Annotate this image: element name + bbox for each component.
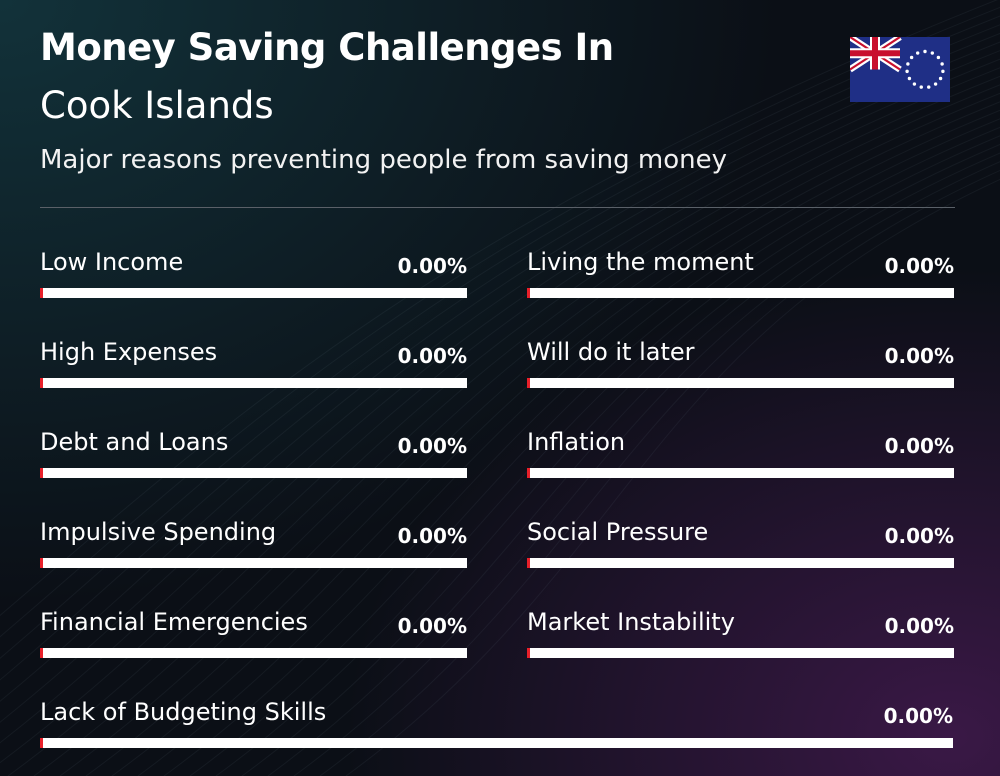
challenge-item-impulsive-spending: Impulsive Spending 0.00% <box>40 518 467 570</box>
challenge-bar-track <box>40 738 953 748</box>
header-divider <box>40 207 955 208</box>
challenge-item-will-do-it-later: Will do it later 0.00% <box>527 338 954 390</box>
challenge-label: Financial Emergencies <box>40 608 308 636</box>
challenge-label: Low Income <box>40 248 184 276</box>
challenge-item-high-expenses: High Expenses 0.00% <box>40 338 467 390</box>
challenge-bar-social-pressure <box>527 558 530 568</box>
challenge-item-social-pressure: Social Pressure 0.00% <box>527 518 954 570</box>
challenge-label: Lack of Budgeting Skills <box>40 698 327 726</box>
challenge-item-low-income: Low Income 0.00% <box>40 248 467 300</box>
challenge-value-label: 0.00% <box>884 254 954 278</box>
challenge-bar-inflation <box>527 468 530 478</box>
cook-islands-flag-icon <box>850 37 950 102</box>
challenge-bar-high-expenses <box>40 378 43 388</box>
challenge-bar-track <box>527 648 954 658</box>
challenge-bar-market-instability <box>527 648 530 658</box>
challenge-label: Inflation <box>527 428 626 456</box>
challenge-bar-track <box>527 288 954 298</box>
challenge-bar-impulsive-spending <box>40 558 43 568</box>
challenge-item-debt-and-loans: Debt and Loans 0.00% <box>40 428 467 480</box>
challenge-bar-track <box>527 468 954 478</box>
challenge-bar-lack-of-budgeting-skills <box>40 738 43 748</box>
page-subtitle: Major reasons preventing people from sav… <box>40 145 727 175</box>
challenge-value-label: 0.00% <box>397 524 467 548</box>
challenge-bar-low-income <box>40 288 43 298</box>
challenge-label: Market Instability <box>527 608 735 636</box>
challenge-bar-track <box>527 558 954 568</box>
challenge-label: Social Pressure <box>527 518 709 546</box>
page-title: Money Saving Challenges In <box>40 26 614 69</box>
challenge-bar-track <box>40 288 467 298</box>
challenge-bar-financial-emergencies <box>40 648 43 658</box>
challenge-label: Impulsive Spending <box>40 518 277 546</box>
page-title-country: Cook Islands <box>40 84 274 127</box>
challenge-bar-will-do-it-later <box>527 378 530 388</box>
challenge-value-label: 0.00% <box>397 434 467 458</box>
challenge-bar-debt-and-loans <box>40 468 43 478</box>
challenge-bar-track <box>527 378 954 388</box>
challenge-label: High Expenses <box>40 338 218 366</box>
challenge-value-label: 0.00% <box>883 704 953 728</box>
challenge-bar-living-the-moment <box>527 288 530 298</box>
challenge-bar-track <box>40 558 467 568</box>
challenge-value-label: 0.00% <box>397 254 467 278</box>
challenge-value-label: 0.00% <box>397 614 467 638</box>
challenge-item-market-instability: Market Instability 0.00% <box>527 608 954 660</box>
challenge-bar-track <box>40 648 467 658</box>
challenge-label: Debt and Loans <box>40 428 229 456</box>
challenge-item-living-the-moment: Living the moment 0.00% <box>527 248 954 300</box>
challenge-bar-track <box>40 378 467 388</box>
challenge-value-label: 0.00% <box>884 524 954 548</box>
challenge-value-label: 0.00% <box>884 344 954 368</box>
challenge-item-lack-of-budgeting-skills: Lack of Budgeting Skills 0.00% <box>40 698 953 750</box>
challenge-label: Will do it later <box>527 338 695 366</box>
challenge-item-financial-emergencies: Financial Emergencies 0.00% <box>40 608 467 660</box>
challenge-item-inflation: Inflation 0.00% <box>527 428 954 480</box>
challenge-value-label: 0.00% <box>884 434 954 458</box>
challenge-label: Living the moment <box>527 248 754 276</box>
challenge-value-label: 0.00% <box>397 344 467 368</box>
challenge-value-label: 0.00% <box>884 614 954 638</box>
challenge-bar-track <box>40 468 467 478</box>
